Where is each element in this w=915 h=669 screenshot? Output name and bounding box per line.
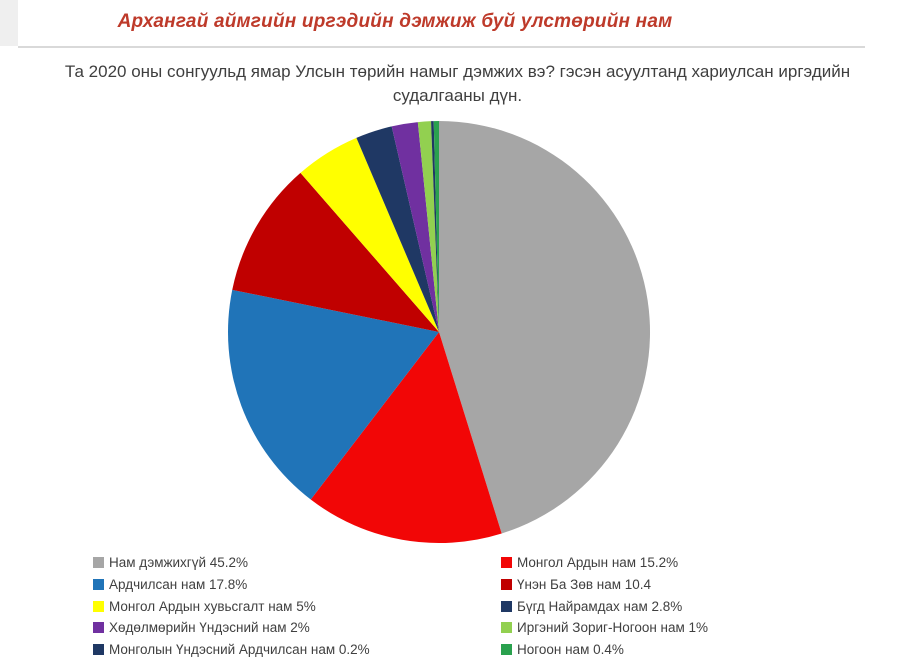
legend-right-column: Монгол Ардын нам 15.2% Үнэн Ба Зөв нам 10… (501, 552, 708, 660)
legend-swatch-icon (93, 644, 104, 656)
legend-item: Монгол Ардын нам 15.2% (501, 552, 708, 574)
pie-slice-5 (356, 126, 439, 333)
pie-slice-8 (431, 121, 439, 332)
legend-label: Монгол Ардын хувьсгалт нам 5% (109, 598, 316, 614)
legend-label: Хөдөлмөрийн Үндэсний нам 2% (109, 620, 310, 636)
legend-item: Ногоон нам 0.4% (501, 639, 708, 661)
legend-item: Үнэн Ба Зөв нам 10.4 (501, 574, 708, 596)
pie-slice-2 (228, 289, 439, 500)
legend-item: Иргэний Зориг-Ногоон нам 1% (501, 617, 708, 639)
legend-swatch-icon (501, 622, 512, 634)
chart-subtitle-line2: судалгааны дүн. (392, 86, 523, 105)
legend-label: Монголын Үндэсний Ардчилсан нам 0.2% (109, 642, 370, 658)
pie-slice-9 (433, 121, 439, 332)
legend-label: Бүгд Найрамдах нам 2.8% (517, 598, 683, 614)
legend-label: Ардчилсан нам 17.8% (109, 577, 248, 593)
legend-item: Монголын Үндэсний Ардчилсан нам 0.2% (93, 639, 370, 661)
pie-slice-3 (232, 172, 439, 332)
legend-swatch-icon (93, 622, 104, 634)
header-divider (18, 46, 865, 48)
legend-item: Ардчилсан нам 17.8% (93, 574, 370, 596)
legend-item: Монгол Ардын хувьсгалт нам 5% (93, 595, 370, 617)
legend-swatch-icon (93, 557, 104, 569)
legend-label: Ногоон нам 0.4% (517, 642, 624, 658)
legend-item: Бүгд Найрамдах нам 2.8% (501, 595, 708, 617)
legend-label: Иргэний Зориг-Ногоон нам 1% (517, 620, 709, 636)
legend-label: Монгол Ардын нам 15.2% (517, 555, 679, 571)
pie-slice-1 (310, 332, 502, 544)
legend-item: Нам дэмжихгүй 45.2% (93, 552, 370, 574)
legend-item: Хөдөлмөрийн Үндэсний нам 2% (93, 617, 370, 639)
legend-label: Нам дэмжихгүй 45.2% (109, 555, 249, 571)
page-margin-strip (0, 0, 18, 46)
pie-slice-6 (391, 122, 439, 332)
legend-swatch-icon (93, 600, 104, 612)
page-title: Архангай аймгийн иргэдийн дэмжиж буй улс… (117, 11, 673, 32)
legend-label: Үнэн Ба Зөв нам 10.4 (517, 577, 652, 593)
legend-swatch-icon (501, 644, 512, 656)
chart-subtitle-line1: Та 2020 оны сонгуульд ямар Улсын төрийн … (64, 62, 851, 81)
pie-slice-0 (439, 121, 651, 534)
chart-subtitle: Та 2020 оны сонгуульд ямар Улсын төрийн … (0, 60, 915, 108)
legend-swatch-icon (501, 579, 512, 591)
pie-chart-svg (228, 121, 651, 544)
pie-chart (227, 120, 651, 544)
legend-swatch-icon (501, 557, 512, 569)
legend-left-column: Нам дэмжихгүй 45.2% Ардчилсан нам 17.8% Мо… (93, 552, 370, 660)
legend-swatch-icon (501, 600, 512, 612)
legend-swatch-icon (93, 579, 104, 591)
pie-slice-4 (300, 137, 439, 332)
pie-slice-7 (417, 121, 439, 333)
